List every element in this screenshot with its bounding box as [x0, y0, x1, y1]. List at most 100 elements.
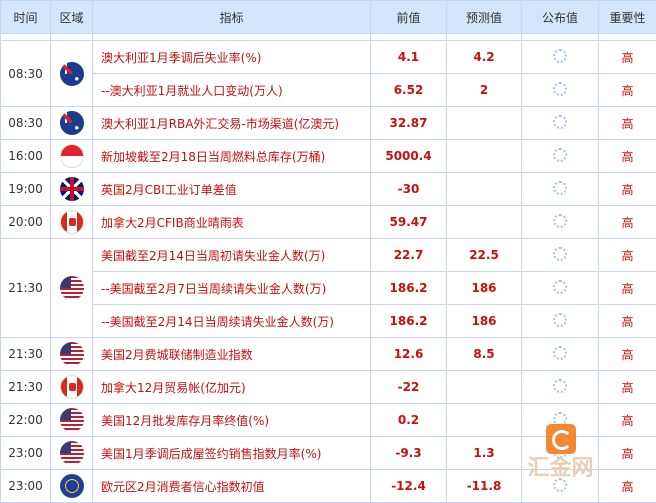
indicator-link[interactable]: --美国截至2月7日当周续请失业金人数(万)	[93, 272, 371, 305]
canada-flag-icon	[60, 210, 84, 234]
actual-value	[522, 371, 599, 404]
indicator-link[interactable]: 美国1月季调后成屋签约销售指数月率(%)	[93, 437, 371, 470]
loading-spinner-icon	[553, 115, 567, 129]
previous-value: 22.7	[371, 239, 447, 272]
loading-spinner-icon	[553, 181, 567, 195]
previous-value: -9.3	[371, 437, 447, 470]
time-cell: 21:30	[1, 371, 51, 404]
column-header: 预测值	[447, 1, 522, 34]
indicator-link[interactable]: 澳大利亚1月季调后失业率(%)	[93, 41, 371, 74]
column-header: 重要性	[599, 1, 656, 34]
forecast-value	[447, 206, 522, 239]
previous-value: 59.47	[371, 206, 447, 239]
region-cell	[51, 41, 93, 107]
importance: 高	[599, 206, 656, 239]
importance: 高	[599, 272, 656, 305]
indicator-link[interactable]: 美国2月费城联储制造业指数	[93, 338, 371, 371]
importance: 高	[599, 437, 656, 470]
time-cell: 21:30	[1, 338, 51, 371]
table-row[interactable]: 19:00 英国2月CBI工业订单差值-30 高	[1, 173, 656, 206]
indicator-link[interactable]: 欧元区2月消费者信心指数初值	[93, 470, 371, 503]
previous-value: -30	[371, 173, 447, 206]
watermark: 汇金网	[523, 424, 598, 482]
gold678-logo-icon	[546, 424, 576, 454]
region-cell	[51, 437, 93, 470]
loading-spinner-icon	[553, 49, 567, 63]
previous-value: 6.52	[371, 74, 447, 107]
indicator-link[interactable]: --美国截至2月14日当周续请失业金人数(万)	[93, 305, 371, 338]
previous-value: 4.1	[371, 41, 447, 74]
forecast-value: 1.3	[447, 437, 522, 470]
uk-flag-icon	[60, 177, 84, 201]
forecast-value: 2	[447, 74, 522, 107]
loading-spinner-icon	[553, 346, 567, 360]
us-flag-icon	[60, 408, 84, 432]
australia-flag-icon	[60, 111, 84, 135]
importance: 高	[599, 404, 656, 437]
indicator-link[interactable]: 美国12月批发库存月率终值(%)	[93, 404, 371, 437]
australia-flag-icon	[60, 62, 84, 86]
loading-spinner-icon	[553, 379, 567, 393]
us-flag-icon	[60, 276, 84, 300]
previous-value: 186.2	[371, 272, 447, 305]
forecast-value: 22.5	[447, 239, 522, 272]
actual-value	[522, 107, 599, 140]
forecast-value	[447, 404, 522, 437]
actual-value	[522, 239, 599, 272]
loading-spinner-icon	[553, 247, 567, 261]
indicator-link[interactable]: 英国2月CBI工业订单差值	[93, 173, 371, 206]
singapore-flag-icon	[60, 144, 84, 168]
indicator-link[interactable]: 加拿大12月贸易帐(亿加元)	[93, 371, 371, 404]
indicator-link[interactable]: 澳大利亚1月RBA外汇交易-市场渠道(亿澳元)	[93, 107, 371, 140]
time-cell: 23:00	[1, 470, 51, 503]
loading-spinner-icon	[553, 82, 567, 96]
actual-value	[522, 140, 599, 173]
indicator-link[interactable]: 加拿大2月CFIB商业晴雨表	[93, 206, 371, 239]
forecast-value: 186	[447, 305, 522, 338]
previous-value: -12.4	[371, 470, 447, 503]
actual-value	[522, 206, 599, 239]
previous-value: 5000.4	[371, 140, 447, 173]
previous-value: 32.87	[371, 107, 447, 140]
indicator-link[interactable]: --澳大利亚1月就业人口变动(万人)	[93, 74, 371, 107]
importance: 高	[599, 74, 656, 107]
region-cell	[51, 206, 93, 239]
actual-value	[522, 173, 599, 206]
region-cell	[51, 404, 93, 437]
importance: 高	[599, 107, 656, 140]
indicator-link[interactable]: 新加坡截至2月18日当周燃料总库存(万桶)	[93, 140, 371, 173]
importance: 高	[599, 173, 656, 206]
indicator-link[interactable]: 美国截至2月14日当周初请失业金人数(万)	[93, 239, 371, 272]
importance: 高	[599, 305, 656, 338]
time-cell: 20:00	[1, 206, 51, 239]
column-header: 时间	[1, 1, 51, 34]
actual-value	[522, 41, 599, 74]
forecast-value	[447, 140, 522, 173]
importance: 高	[599, 41, 656, 74]
time-cell: 21:30	[1, 239, 51, 338]
loading-spinner-icon	[553, 148, 567, 162]
column-header: 指标	[93, 1, 371, 34]
region-cell	[51, 239, 93, 338]
region-cell	[51, 470, 93, 503]
us-flag-icon	[60, 342, 84, 366]
time-cell: 22:00	[1, 404, 51, 437]
us-flag-icon	[60, 441, 84, 465]
region-cell	[51, 371, 93, 404]
time-cell: 08:30	[1, 41, 51, 107]
actual-value	[522, 305, 599, 338]
region-cell	[51, 338, 93, 371]
loading-spinner-icon	[553, 214, 567, 228]
time-cell: 19:00	[1, 173, 51, 206]
forecast-value	[447, 107, 522, 140]
